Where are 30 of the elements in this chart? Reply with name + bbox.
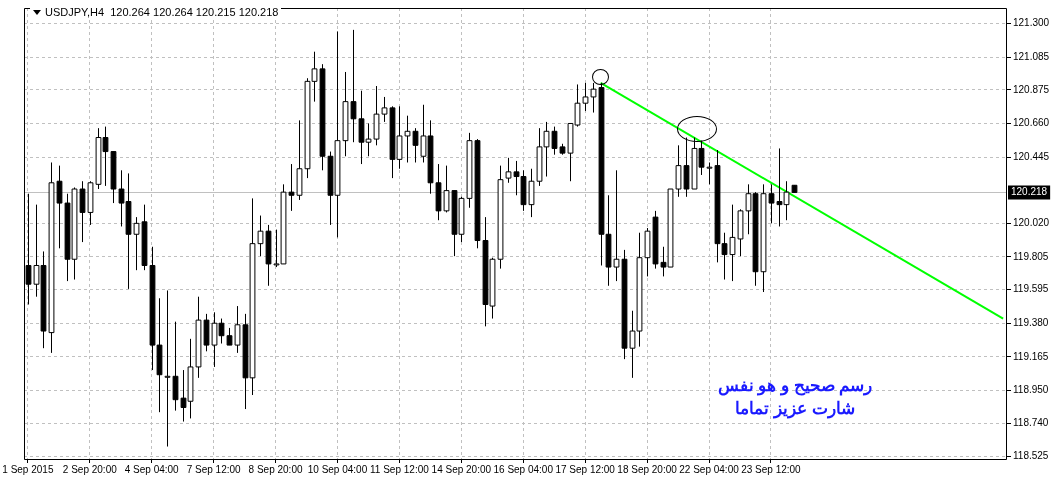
x-tick-label: 7 Sep 12:00 — [186, 463, 242, 475]
y-tick-label: 119.805 — [1013, 250, 1049, 262]
x-tick-label: 23 Sep 12:00 — [741, 463, 802, 475]
annotation: رسم صحيح و هو نفس — [716, 375, 874, 397]
y-tick-label: 120.445 — [1013, 150, 1050, 162]
chart-title: USDJPY,H4 120.264 120.264 120.215 120.218 — [45, 6, 279, 18]
y-tick-label: 119.595 — [1013, 283, 1049, 295]
ref-line-label: 120.218 — [1011, 186, 1048, 198]
x-tick-label: 10 Sep 04:00 — [307, 463, 368, 475]
y-tick-label: 120.875 — [1013, 83, 1050, 95]
y-tick-label: 118.740 — [1013, 416, 1049, 428]
y-tick-label: 120.660 — [1013, 117, 1050, 129]
x-tick-label: 8 Sep 20:00 — [248, 463, 303, 475]
y-tick-label: 118.525 — [1013, 450, 1049, 462]
x-tick-label: 4 Sep 04:00 — [124, 463, 180, 475]
annotation: شارت عزيز تماما — [734, 398, 856, 420]
x-tick-label: 1 Sep 2015 — [2, 463, 54, 475]
y-tick-label: 121.085 — [1013, 50, 1050, 62]
x-tick-label: 22 Sep 04:00 — [679, 463, 740, 475]
y-tick-label: 120.020 — [1013, 217, 1050, 229]
x-tick-label: 2 Sep 20:00 — [62, 463, 118, 475]
x-tick-label: 14 Sep 20:00 — [431, 463, 492, 475]
x-tick-label: 11 Sep 12:00 — [370, 463, 430, 475]
y-tick-label: 121.300 — [1013, 17, 1050, 29]
x-tick-label: 18 Sep 20:00 — [617, 463, 678, 475]
y-tick-label: 119.380 — [1013, 316, 1049, 328]
x-tick-label: 16 Sep 04:00 — [493, 463, 554, 475]
y-tick-label: 119.165 — [1013, 350, 1049, 362]
y-tick-label: 118.950 — [1013, 384, 1049, 396]
x-tick-label: 17 Sep 12:00 — [555, 463, 616, 475]
